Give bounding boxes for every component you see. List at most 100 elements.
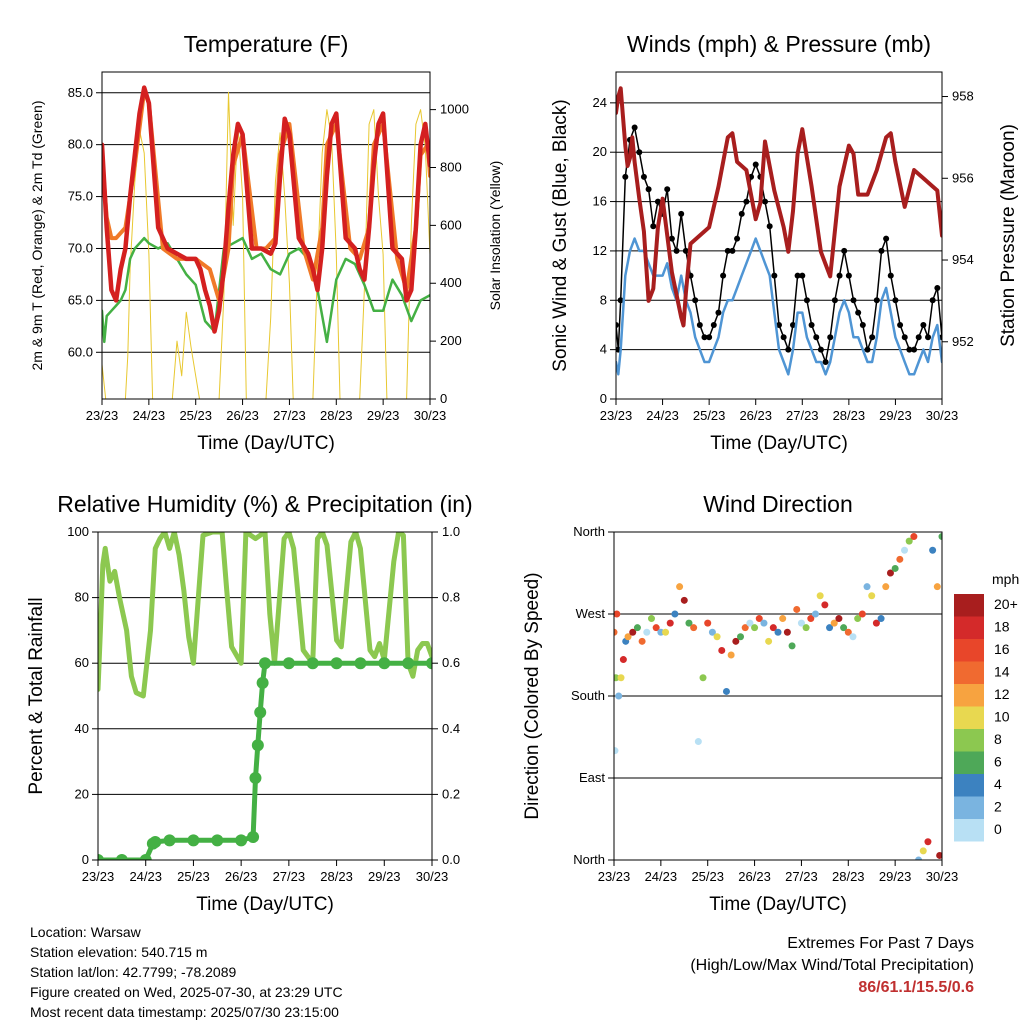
y-tick-label: 60.0 [68, 344, 93, 359]
x-tick-label: 24/23 [645, 869, 678, 884]
y-tick-label: 20 [593, 144, 607, 159]
data-point [706, 334, 713, 341]
data-point [163, 834, 176, 847]
y2-tick-label: 0 [440, 391, 447, 406]
data-point [864, 346, 871, 353]
x-tick-label: 29/23 [367, 408, 400, 423]
legend-swatch [954, 774, 984, 797]
data-point [897, 321, 904, 328]
x-tick-label: 28/23 [833, 408, 866, 423]
data-point [690, 624, 698, 632]
y2-tick-label: 400 [440, 275, 462, 290]
series-line [102, 91, 430, 399]
data-point [830, 619, 838, 627]
data-point [774, 628, 782, 636]
data-point [822, 358, 829, 365]
data-point [844, 628, 852, 636]
legend-swatch [954, 639, 984, 662]
data-point [211, 834, 224, 847]
data-point [619, 656, 627, 664]
data-point [746, 619, 754, 627]
data-point [892, 297, 899, 304]
data-point [826, 624, 834, 632]
y-tick-label: 100 [67, 524, 89, 539]
series-line [616, 126, 942, 363]
data-point [760, 619, 768, 627]
x-tick-label: 30/23 [414, 408, 447, 423]
data-point [905, 537, 913, 545]
data-point [643, 628, 651, 636]
x-tick-label: 30/23 [416, 869, 449, 884]
humidity-panel: Relative Humidity (%) & Precipitation (i… [26, 491, 473, 915]
data-point [901, 334, 908, 341]
data-point [886, 569, 894, 577]
x-tick-label: 23/23 [598, 869, 631, 884]
chart-title: Winds (mph) & Pressure (mb) [627, 31, 931, 57]
x-tick-label: 25/23 [693, 408, 726, 423]
x-tick-label: 29/23 [879, 408, 912, 423]
data-point [636, 149, 643, 156]
data-point [910, 533, 918, 541]
data-point [816, 592, 824, 600]
data-point [762, 198, 769, 205]
legend-swatch [954, 684, 984, 707]
series-line [98, 532, 432, 699]
x-tick-label: 29/23 [368, 869, 401, 884]
data-point [402, 657, 415, 670]
legend-swatch [954, 819, 984, 842]
data-point [891, 564, 899, 572]
data-point [727, 651, 735, 659]
temperature-panel: Temperature (F) 60.0 65.0 70.0 75.0 80.0 85.0 0… [29, 31, 503, 454]
data-point [694, 738, 702, 746]
legend-label: 0 [994, 821, 1002, 837]
x-tick-label: 26/23 [225, 869, 258, 884]
data-point [878, 247, 885, 254]
data-point [654, 198, 661, 205]
legend-swatch [954, 729, 984, 752]
x-tick-label: 28/23 [832, 869, 865, 884]
y2-tick-label: 1.0 [442, 524, 460, 539]
data-point [139, 854, 152, 860]
data-point [149, 835, 162, 848]
elevation-text: Station elevation: 540.715 m [30, 944, 208, 960]
y-axis-label: Percent & Total Rainfall [26, 597, 47, 794]
data-point [821, 601, 829, 609]
y-tick-label: South [571, 688, 605, 703]
data-point [765, 637, 773, 645]
x-tick-label: 27/23 [785, 869, 818, 884]
y-tick-label: 12 [593, 243, 607, 258]
data-point [617, 297, 624, 304]
data-point [845, 272, 852, 279]
y-tick-label: West [576, 606, 606, 621]
data-point [354, 657, 367, 670]
y-tick-label: 80 [75, 590, 89, 605]
data-point [729, 247, 736, 254]
data-point [696, 321, 703, 328]
data-point [802, 624, 810, 632]
chart-title: Wind Direction [703, 491, 853, 517]
data-point [701, 334, 708, 341]
x-tick-label: 25/23 [691, 869, 724, 884]
data-point [807, 615, 815, 623]
series-group [98, 532, 432, 860]
data-point [624, 633, 632, 641]
x-axis-label: Time (Day/UTC) [197, 433, 335, 454]
y-tick-label: 80.0 [68, 137, 93, 152]
plot-frame [101, 71, 431, 400]
legend-swatch [954, 616, 984, 639]
latlon-text: Station lat/lon: 42.7799; -78.2089 [30, 964, 237, 980]
data-point [855, 309, 862, 316]
data-point [713, 633, 721, 641]
data-point [929, 297, 936, 304]
chart-title: Relative Humidity (%) & Precipitation (i… [57, 491, 472, 517]
legend-label: 2 [994, 799, 1002, 815]
series-group [614, 533, 942, 860]
data-point [737, 633, 745, 641]
data-point [718, 646, 726, 654]
data-point [247, 831, 260, 844]
data-point [915, 334, 922, 341]
data-point [887, 272, 894, 279]
data-point [254, 706, 267, 719]
data-point [732, 637, 740, 645]
data-point [734, 235, 741, 242]
